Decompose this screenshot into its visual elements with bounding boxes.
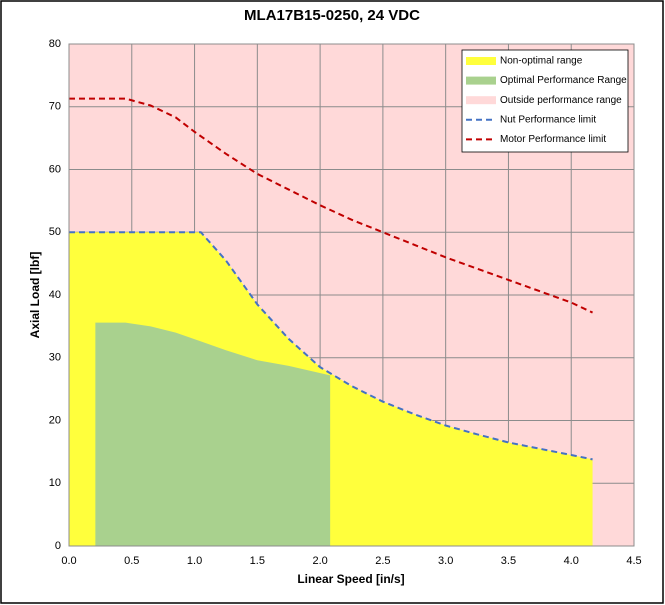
x-tick-label: 3.0 (438, 555, 453, 567)
legend-label: Motor Performance limit (500, 134, 606, 145)
line (69, 231, 593, 461)
y-tick-label: 50 (49, 226, 61, 238)
x-tick-label: 0.5 (124, 555, 139, 567)
chart-title: MLA17B15-0250, 24 VDC (244, 7, 420, 24)
x-tick-label: 1.0 (187, 555, 202, 567)
legend: Non-optimal range Optimal Performance Ran… (461, 49, 629, 153)
y-tick-label: 40 (49, 289, 61, 301)
y-tick-label: 80 (49, 38, 61, 50)
y-tick-label: 60 (49, 163, 61, 175)
x-tick-label: 2.5 (375, 555, 390, 567)
area (95, 322, 331, 546)
legend-label: Nut Performance limit (500, 114, 596, 125)
legend-swatch (466, 76, 496, 85)
legend-label: Outside performance range (500, 95, 622, 106)
legend-label: Non-optimal range (500, 56, 583, 67)
legend-swatch (466, 57, 496, 65)
y-tick-label: 20 (49, 414, 61, 426)
y-tick-label: 70 (49, 101, 61, 113)
y-tick-label: 10 (49, 477, 61, 489)
x-tick-label: 1.5 (250, 555, 265, 567)
x-axis-title: Linear Speed [in/s] (297, 572, 404, 586)
y-axis-title: Axial Load [lbf] (28, 252, 42, 339)
x-tick-label: 2.0 (312, 555, 327, 567)
x-tick-label: 4.0 (564, 555, 579, 567)
y-tick-label: 0 (55, 540, 61, 552)
x-tick-label: 3.5 (501, 555, 516, 567)
legend-label: Optimal Performance Range (500, 75, 627, 86)
plot-border (68, 43, 635, 547)
x-tick-label: 0.0 (61, 555, 76, 567)
line (69, 97, 593, 314)
legend-swatch (466, 96, 496, 105)
x-tick-label: 4.5 (626, 555, 641, 567)
y-tick-label: 30 (49, 352, 61, 364)
